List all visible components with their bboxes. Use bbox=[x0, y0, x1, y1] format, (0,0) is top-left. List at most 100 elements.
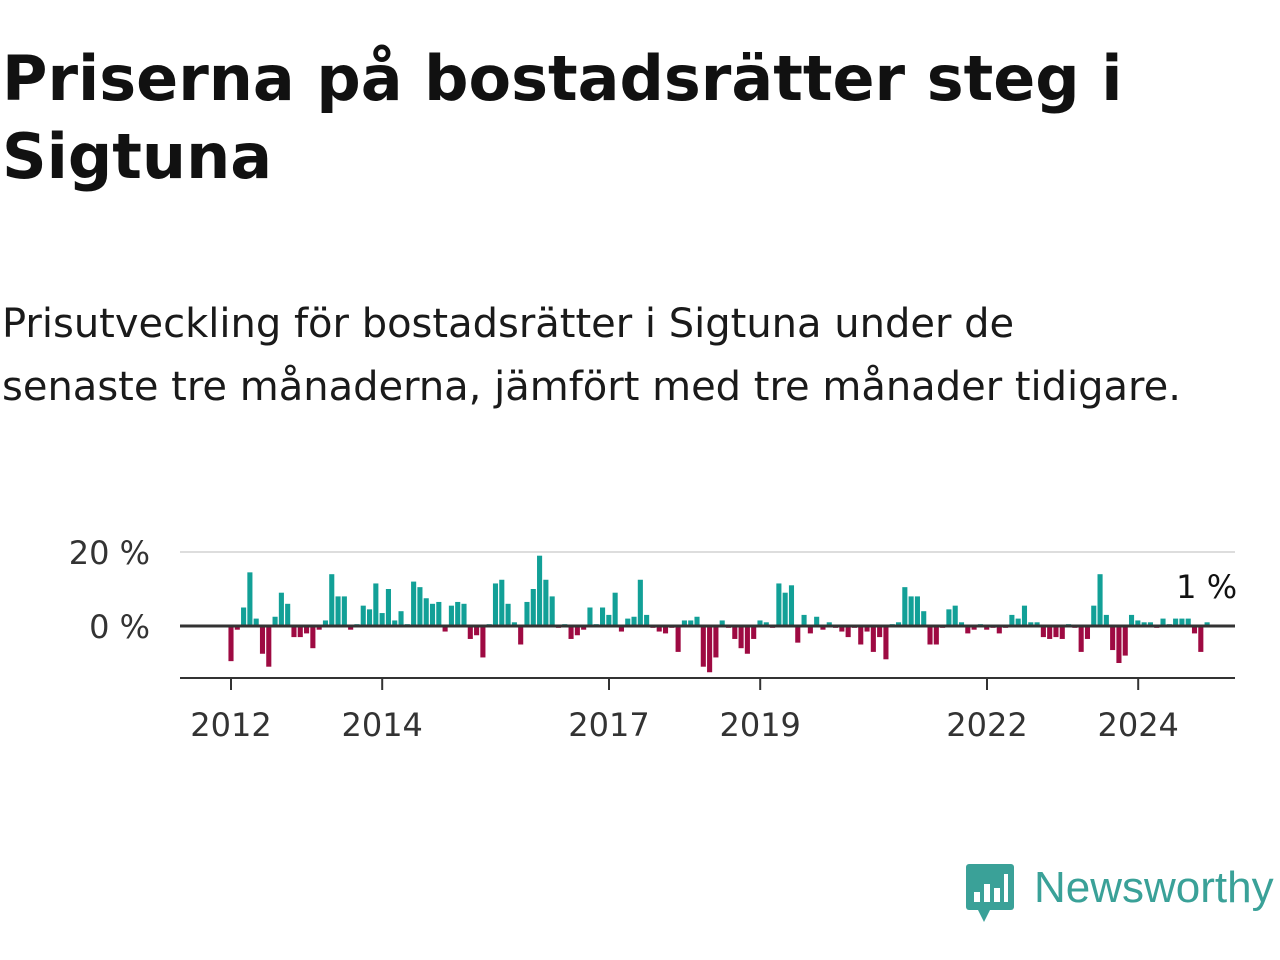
bar bbox=[738, 626, 744, 649]
bar bbox=[1122, 626, 1128, 656]
bar bbox=[965, 626, 971, 634]
bar bbox=[700, 626, 706, 667]
bar bbox=[933, 626, 939, 645]
bar bbox=[417, 587, 423, 626]
bar bbox=[675, 626, 681, 652]
bar bbox=[864, 626, 870, 632]
bar bbox=[272, 616, 278, 626]
bar bbox=[807, 626, 813, 634]
bar bbox=[480, 626, 486, 658]
bar bbox=[877, 626, 883, 638]
bar bbox=[1103, 614, 1109, 626]
bar bbox=[637, 579, 643, 626]
bar bbox=[600, 607, 606, 626]
bar bbox=[247, 572, 253, 626]
bar bbox=[1173, 618, 1179, 626]
latest-value-annotation: 1 % bbox=[1176, 568, 1237, 606]
bar bbox=[801, 614, 807, 626]
bar bbox=[442, 626, 448, 632]
bar bbox=[1034, 622, 1040, 626]
bar bbox=[719, 620, 725, 626]
bar bbox=[1097, 574, 1103, 626]
bar bbox=[423, 598, 429, 626]
bar bbox=[436, 601, 442, 626]
bar bbox=[1047, 626, 1053, 639]
bar bbox=[581, 626, 587, 630]
bar bbox=[1128, 614, 1135, 626]
bar bbox=[1198, 626, 1204, 652]
bar bbox=[335, 596, 341, 626]
bar bbox=[927, 626, 933, 645]
bar bbox=[568, 626, 574, 639]
x-tick-label: 2017 bbox=[568, 706, 649, 744]
bar bbox=[322, 620, 329, 626]
bar bbox=[461, 603, 467, 626]
bar bbox=[310, 626, 316, 649]
bar bbox=[530, 589, 536, 626]
bar bbox=[870, 626, 876, 652]
y-tick-label: 0 % bbox=[89, 608, 150, 646]
bar bbox=[644, 614, 650, 626]
x-tick-label: 2014 bbox=[341, 706, 422, 744]
bar bbox=[895, 622, 902, 626]
bar bbox=[543, 579, 549, 626]
bar bbox=[474, 626, 480, 636]
bar bbox=[795, 626, 801, 643]
bar bbox=[455, 601, 461, 626]
bar bbox=[751, 626, 757, 639]
bar bbox=[587, 607, 593, 626]
bar bbox=[373, 583, 379, 626]
bar bbox=[814, 616, 820, 626]
y-tick-label: 20 % bbox=[69, 534, 150, 572]
bar bbox=[984, 626, 990, 630]
bar bbox=[839, 626, 845, 632]
bar bbox=[921, 611, 927, 626]
bar bbox=[492, 583, 499, 626]
bar bbox=[952, 605, 958, 626]
bar bbox=[241, 607, 247, 626]
bar bbox=[1009, 614, 1015, 626]
bar bbox=[398, 611, 404, 626]
bar bbox=[688, 620, 694, 626]
bar bbox=[234, 626, 240, 630]
bar bbox=[1078, 626, 1084, 652]
bar bbox=[537, 555, 543, 626]
brand-name: Newsworthy bbox=[1034, 863, 1274, 912]
bar bbox=[253, 618, 259, 626]
bar bbox=[524, 601, 530, 626]
bar bbox=[606, 614, 612, 626]
bar bbox=[694, 616, 700, 626]
bar bbox=[1040, 626, 1046, 638]
bar bbox=[348, 626, 354, 630]
bar bbox=[1015, 618, 1021, 626]
bar bbox=[820, 626, 826, 630]
bar bbox=[392, 620, 398, 626]
bar bbox=[429, 603, 436, 626]
chart-subtitle: Prisutveckling för bostadsrätter i Sigtu… bbox=[2, 301, 1181, 410]
bar bbox=[763, 622, 769, 626]
bar bbox=[379, 613, 385, 626]
bar bbox=[971, 626, 977, 630]
bar bbox=[1191, 626, 1198, 634]
bar bbox=[360, 605, 366, 626]
bar bbox=[518, 626, 524, 645]
bar bbox=[826, 622, 832, 626]
bar bbox=[297, 626, 303, 638]
bar bbox=[883, 626, 889, 660]
bar bbox=[902, 587, 908, 626]
bar bbox=[448, 605, 454, 626]
bar bbox=[1185, 618, 1191, 626]
bar bbox=[259, 626, 266, 654]
bar bbox=[1053, 626, 1059, 638]
bar bbox=[505, 603, 511, 626]
bar bbox=[732, 626, 738, 639]
x-tick-label: 2022 bbox=[946, 706, 1027, 744]
x-tick-label: 2024 bbox=[1097, 706, 1178, 744]
bar bbox=[744, 626, 750, 654]
bar bbox=[1141, 622, 1147, 626]
bar bbox=[958, 622, 965, 626]
bar bbox=[1116, 626, 1122, 663]
bar bbox=[304, 626, 310, 634]
bar bbox=[1059, 626, 1065, 639]
bar bbox=[329, 574, 335, 626]
